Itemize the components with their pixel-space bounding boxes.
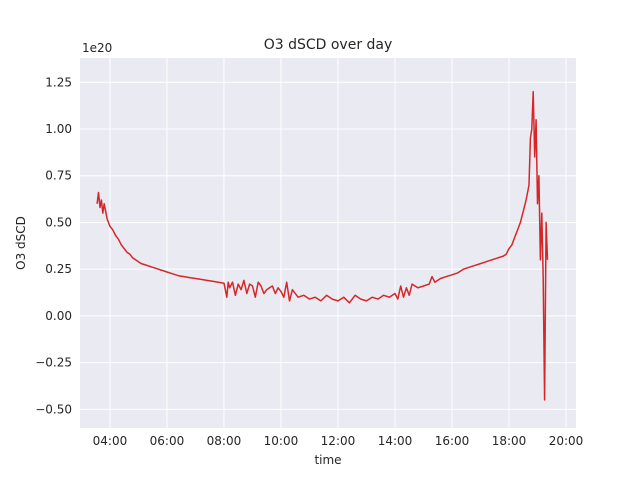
y-tick-labels: −0.50 −0.25 0.00 0.25 0.50 0.75 1.00 1.25	[35, 75, 72, 416]
y-tick-label: 1.00	[45, 122, 72, 136]
y-offset-label: 1e20	[82, 41, 112, 55]
x-tick-label: 08:00	[207, 434, 242, 448]
x-axis-label: time	[314, 453, 341, 467]
x-tick-label: 10:00	[264, 434, 299, 448]
series-group	[96, 90, 549, 401]
x-tick-label: 06:00	[150, 434, 185, 448]
chart-title: O3 dSCD over day	[264, 37, 393, 53]
y-axis-label: O3 dSCD	[14, 216, 28, 270]
x-tick-label: 16:00	[435, 434, 470, 448]
y-tick-label: 0.75	[45, 169, 72, 183]
y-tick-label: 0.00	[45, 309, 72, 323]
series-line	[96, 90, 549, 401]
x-tick-label: 20:00	[549, 434, 584, 448]
y-tick-label: −0.50	[35, 402, 72, 416]
x-tick-label: 14:00	[378, 434, 413, 448]
grid	[80, 58, 576, 428]
x-tick-labels: 04:00 06:00 08:00 10:00 12:00 14:00 16:00 18:00…	[93, 434, 584, 448]
x-tick-label: 12:00	[321, 434, 356, 448]
x-tick-label: 18:00	[492, 434, 527, 448]
plot-area	[80, 58, 576, 428]
y-tick-label: 0.25	[45, 262, 72, 276]
x-tick-label: 04:00	[93, 434, 128, 448]
y-tick-label: −0.25	[35, 356, 72, 370]
y-tick-label: 0.50	[45, 215, 72, 229]
y-tick-label: 1.25	[45, 75, 72, 89]
